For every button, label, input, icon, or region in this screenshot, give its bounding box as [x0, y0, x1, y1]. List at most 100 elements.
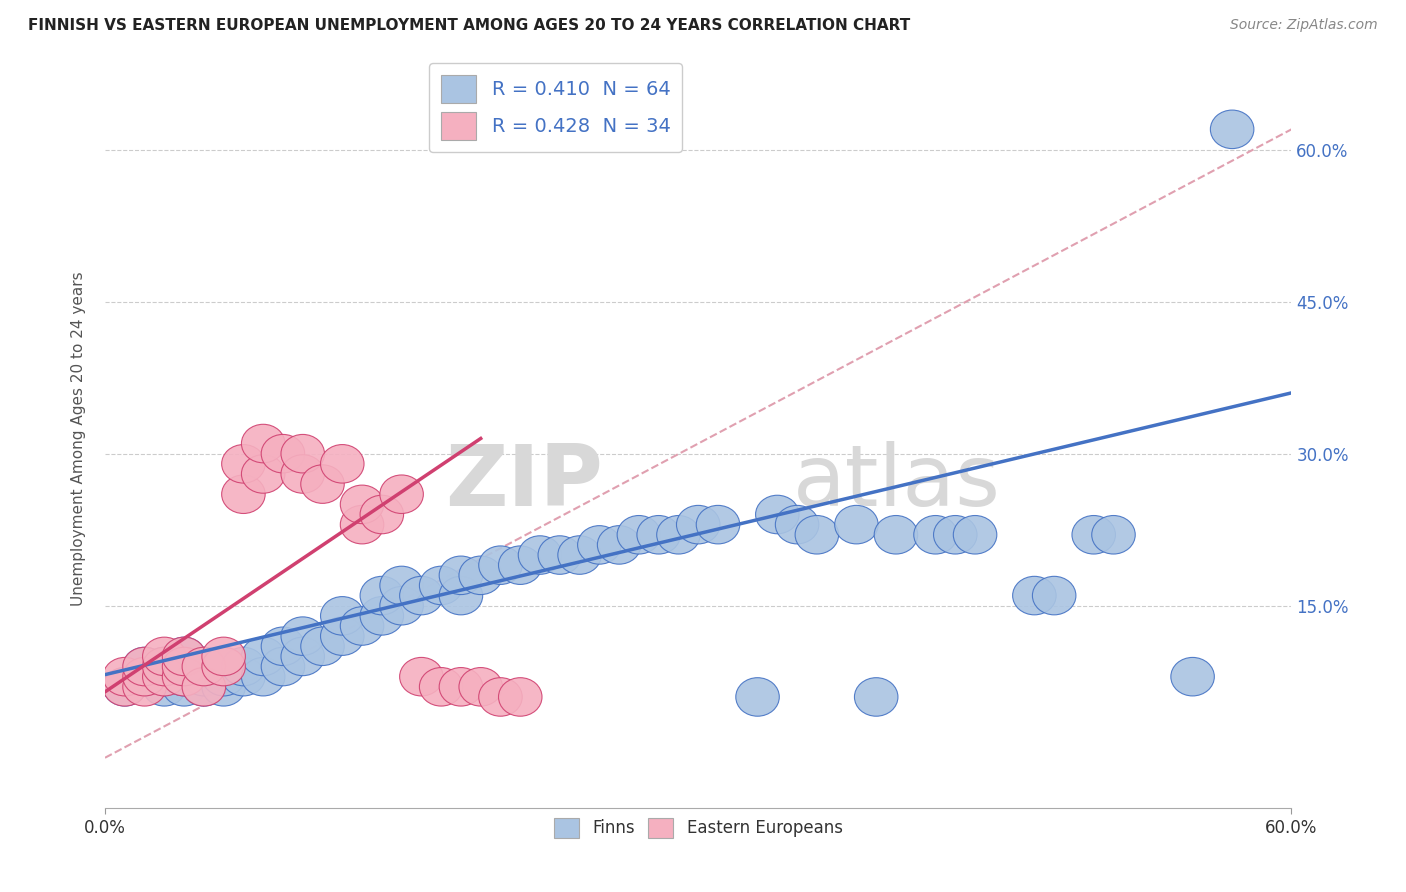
Ellipse shape	[262, 434, 305, 473]
Ellipse shape	[122, 657, 166, 696]
Ellipse shape	[419, 667, 463, 706]
Ellipse shape	[478, 678, 522, 716]
Ellipse shape	[142, 667, 186, 706]
Ellipse shape	[538, 536, 582, 574]
Ellipse shape	[242, 425, 285, 463]
Ellipse shape	[162, 667, 205, 706]
Ellipse shape	[380, 475, 423, 514]
Ellipse shape	[183, 667, 225, 706]
Ellipse shape	[499, 546, 541, 584]
Ellipse shape	[142, 648, 186, 686]
Ellipse shape	[875, 516, 918, 554]
Ellipse shape	[281, 637, 325, 675]
Ellipse shape	[122, 648, 166, 686]
Ellipse shape	[162, 637, 205, 675]
Ellipse shape	[578, 525, 621, 564]
Ellipse shape	[380, 566, 423, 605]
Ellipse shape	[222, 444, 266, 483]
Ellipse shape	[162, 657, 205, 696]
Ellipse shape	[340, 607, 384, 645]
Ellipse shape	[458, 667, 502, 706]
Ellipse shape	[340, 485, 384, 524]
Ellipse shape	[914, 516, 957, 554]
Ellipse shape	[458, 556, 502, 595]
Ellipse shape	[321, 617, 364, 656]
Ellipse shape	[1012, 576, 1056, 615]
Ellipse shape	[558, 536, 602, 574]
Ellipse shape	[934, 516, 977, 554]
Ellipse shape	[183, 648, 225, 686]
Ellipse shape	[340, 506, 384, 544]
Ellipse shape	[953, 516, 997, 554]
Ellipse shape	[122, 667, 166, 706]
Ellipse shape	[419, 566, 463, 605]
Ellipse shape	[796, 516, 838, 554]
Ellipse shape	[202, 637, 246, 675]
Ellipse shape	[637, 516, 681, 554]
Ellipse shape	[281, 455, 325, 493]
Ellipse shape	[202, 648, 246, 686]
Ellipse shape	[1171, 657, 1215, 696]
Ellipse shape	[855, 678, 898, 716]
Ellipse shape	[657, 516, 700, 554]
Ellipse shape	[242, 637, 285, 675]
Text: atlas: atlas	[793, 442, 1001, 524]
Ellipse shape	[755, 495, 799, 533]
Ellipse shape	[360, 597, 404, 635]
Ellipse shape	[142, 637, 186, 675]
Ellipse shape	[202, 657, 246, 696]
Ellipse shape	[142, 648, 186, 686]
Ellipse shape	[321, 444, 364, 483]
Ellipse shape	[519, 536, 562, 574]
Ellipse shape	[499, 678, 541, 716]
Ellipse shape	[281, 617, 325, 656]
Ellipse shape	[103, 667, 146, 706]
Ellipse shape	[242, 657, 285, 696]
Ellipse shape	[1211, 110, 1254, 149]
Y-axis label: Unemployment Among Ages 20 to 24 years: Unemployment Among Ages 20 to 24 years	[72, 271, 86, 606]
Ellipse shape	[142, 657, 186, 696]
Ellipse shape	[676, 506, 720, 544]
Ellipse shape	[439, 556, 482, 595]
Ellipse shape	[360, 495, 404, 533]
Ellipse shape	[122, 657, 166, 696]
Ellipse shape	[222, 657, 266, 696]
Legend: Finns, Eastern Europeans: Finns, Eastern Europeans	[547, 811, 849, 845]
Ellipse shape	[399, 576, 443, 615]
Ellipse shape	[1091, 516, 1135, 554]
Ellipse shape	[281, 434, 325, 473]
Ellipse shape	[380, 586, 423, 625]
Ellipse shape	[183, 657, 225, 696]
Text: ZIP: ZIP	[446, 442, 603, 524]
Ellipse shape	[360, 576, 404, 615]
Ellipse shape	[142, 657, 186, 696]
Text: Source: ZipAtlas.com: Source: ZipAtlas.com	[1230, 18, 1378, 32]
Ellipse shape	[321, 597, 364, 635]
Ellipse shape	[835, 506, 879, 544]
Ellipse shape	[735, 678, 779, 716]
Ellipse shape	[222, 648, 266, 686]
Ellipse shape	[1032, 576, 1076, 615]
Ellipse shape	[478, 546, 522, 584]
Ellipse shape	[162, 637, 205, 675]
Ellipse shape	[103, 667, 146, 706]
Ellipse shape	[439, 667, 482, 706]
Ellipse shape	[202, 648, 246, 686]
Ellipse shape	[1071, 516, 1115, 554]
Ellipse shape	[183, 648, 225, 686]
Ellipse shape	[399, 657, 443, 696]
Ellipse shape	[301, 465, 344, 503]
Ellipse shape	[617, 516, 661, 554]
Ellipse shape	[262, 648, 305, 686]
Ellipse shape	[103, 657, 146, 696]
Ellipse shape	[202, 667, 246, 706]
Text: FINNISH VS EASTERN EUROPEAN UNEMPLOYMENT AMONG AGES 20 TO 24 YEARS CORRELATION C: FINNISH VS EASTERN EUROPEAN UNEMPLOYMENT…	[28, 18, 910, 33]
Ellipse shape	[162, 648, 205, 686]
Ellipse shape	[122, 648, 166, 686]
Ellipse shape	[162, 657, 205, 696]
Ellipse shape	[183, 667, 225, 706]
Ellipse shape	[439, 576, 482, 615]
Ellipse shape	[696, 506, 740, 544]
Ellipse shape	[222, 475, 266, 514]
Ellipse shape	[598, 525, 641, 564]
